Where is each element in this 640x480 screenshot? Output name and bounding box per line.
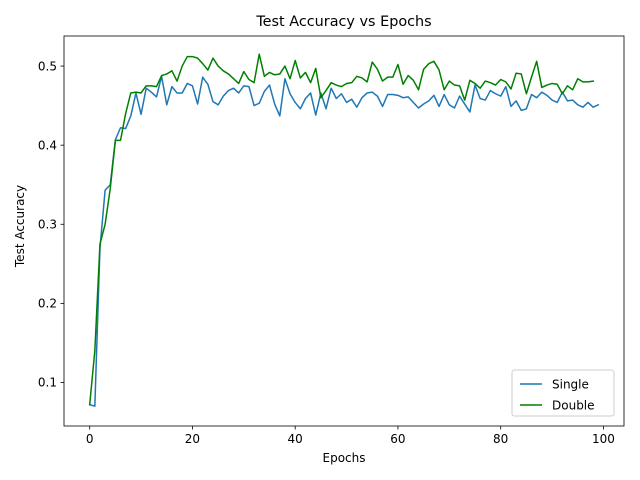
y-tick-label: 0.4 — [38, 138, 57, 152]
axes-layer: 0 20 40 60 80 100 0.1 0.2 0.3 0.4 0.5 — [38, 35, 625, 446]
legend-label-double: Double — [552, 398, 595, 412]
legend: Single Double — [511, 369, 615, 417]
series-line-double — [88, 53, 595, 406]
x-tick-label: 0 — [86, 432, 94, 446]
y-tick-label: 0.2 — [38, 297, 57, 311]
x-tick-label: 40 — [288, 432, 303, 446]
x-tick-label: 80 — [493, 432, 508, 446]
x-axis-label: Epochs — [323, 451, 366, 465]
legend-label-single: Single — [552, 377, 589, 391]
y-tick-label: 0.5 — [38, 59, 57, 73]
x-tick-label: 60 — [390, 432, 405, 446]
x-tick-label: 100 — [592, 432, 615, 446]
series-layer — [88, 53, 600, 407]
series-line-single — [88, 75, 600, 407]
y-tick-label: 0.3 — [38, 217, 57, 231]
y-tick-label: 0.1 — [38, 376, 57, 390]
plot-frame — [63, 35, 625, 427]
chart-title: Test Accuracy vs Epochs — [255, 14, 431, 30]
y-axis-label: Test Accuracy — [13, 185, 27, 268]
x-tick-label: 20 — [185, 432, 200, 446]
